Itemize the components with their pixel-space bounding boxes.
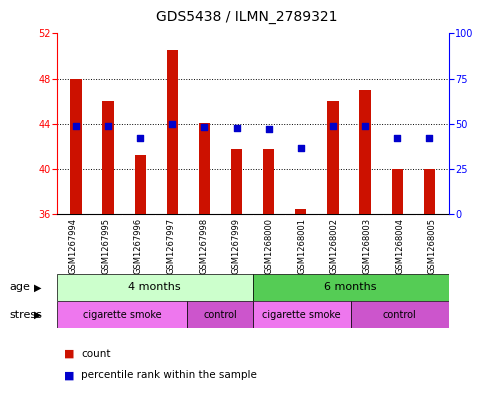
Bar xyxy=(70,79,82,214)
Text: GSM1268004: GSM1268004 xyxy=(395,218,404,274)
Point xyxy=(72,123,80,129)
Text: age: age xyxy=(10,282,31,292)
Bar xyxy=(199,123,210,214)
Text: GSM1267997: GSM1267997 xyxy=(167,218,176,274)
Point xyxy=(136,135,144,141)
Text: control: control xyxy=(383,310,417,320)
Point xyxy=(201,124,209,130)
Point xyxy=(265,126,273,132)
Bar xyxy=(135,155,146,214)
Text: GSM1268000: GSM1268000 xyxy=(264,218,274,274)
Bar xyxy=(57,301,187,328)
Point xyxy=(329,123,337,129)
Text: 6 months: 6 months xyxy=(324,282,377,292)
Bar xyxy=(57,274,252,301)
Text: stress: stress xyxy=(10,310,43,320)
Point xyxy=(393,135,401,141)
Text: GSM1267998: GSM1267998 xyxy=(199,218,208,274)
Text: ■: ■ xyxy=(64,370,74,380)
Text: ▶: ▶ xyxy=(35,310,42,320)
Bar xyxy=(252,274,449,301)
Text: GSM1268003: GSM1268003 xyxy=(362,218,372,274)
Text: GSM1267996: GSM1267996 xyxy=(134,218,143,274)
Bar xyxy=(327,101,339,214)
Text: GSM1268005: GSM1268005 xyxy=(428,218,437,274)
Text: ▶: ▶ xyxy=(35,282,42,292)
Text: percentile rank within the sample: percentile rank within the sample xyxy=(81,370,257,380)
Text: ■: ■ xyxy=(64,349,74,359)
Bar xyxy=(103,101,114,214)
Point xyxy=(104,123,112,129)
Bar xyxy=(252,301,351,328)
Bar xyxy=(295,209,307,214)
Text: cigarette smoke: cigarette smoke xyxy=(83,310,161,320)
Text: GDS5438 / ILMN_2789321: GDS5438 / ILMN_2789321 xyxy=(156,10,337,24)
Bar xyxy=(423,169,435,214)
Text: 4 months: 4 months xyxy=(128,282,181,292)
Text: cigarette smoke: cigarette smoke xyxy=(262,310,341,320)
Bar xyxy=(231,149,242,214)
Point xyxy=(425,135,433,141)
Text: GSM1267999: GSM1267999 xyxy=(232,218,241,274)
Bar xyxy=(187,301,252,328)
Point xyxy=(169,121,176,127)
Text: GSM1268002: GSM1268002 xyxy=(330,218,339,274)
Text: GSM1268001: GSM1268001 xyxy=(297,218,306,274)
Text: count: count xyxy=(81,349,111,359)
Text: control: control xyxy=(203,310,237,320)
Bar xyxy=(359,90,371,214)
Bar xyxy=(391,169,403,214)
Bar xyxy=(351,301,449,328)
Bar xyxy=(263,149,274,214)
Text: GSM1267995: GSM1267995 xyxy=(101,218,110,274)
Point xyxy=(361,123,369,129)
Bar xyxy=(167,50,178,214)
Text: GSM1267994: GSM1267994 xyxy=(69,218,77,274)
Point xyxy=(233,125,241,131)
Point xyxy=(297,144,305,151)
